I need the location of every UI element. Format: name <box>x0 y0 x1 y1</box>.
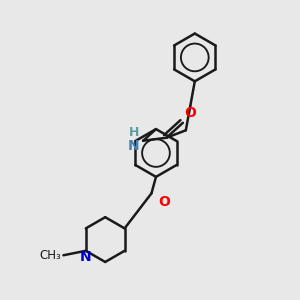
Text: N: N <box>128 139 140 153</box>
Text: O: O <box>184 106 196 120</box>
Text: O: O <box>158 195 170 209</box>
Text: N: N <box>80 250 92 264</box>
Text: H: H <box>129 126 140 139</box>
Text: CH₃: CH₃ <box>39 249 61 262</box>
